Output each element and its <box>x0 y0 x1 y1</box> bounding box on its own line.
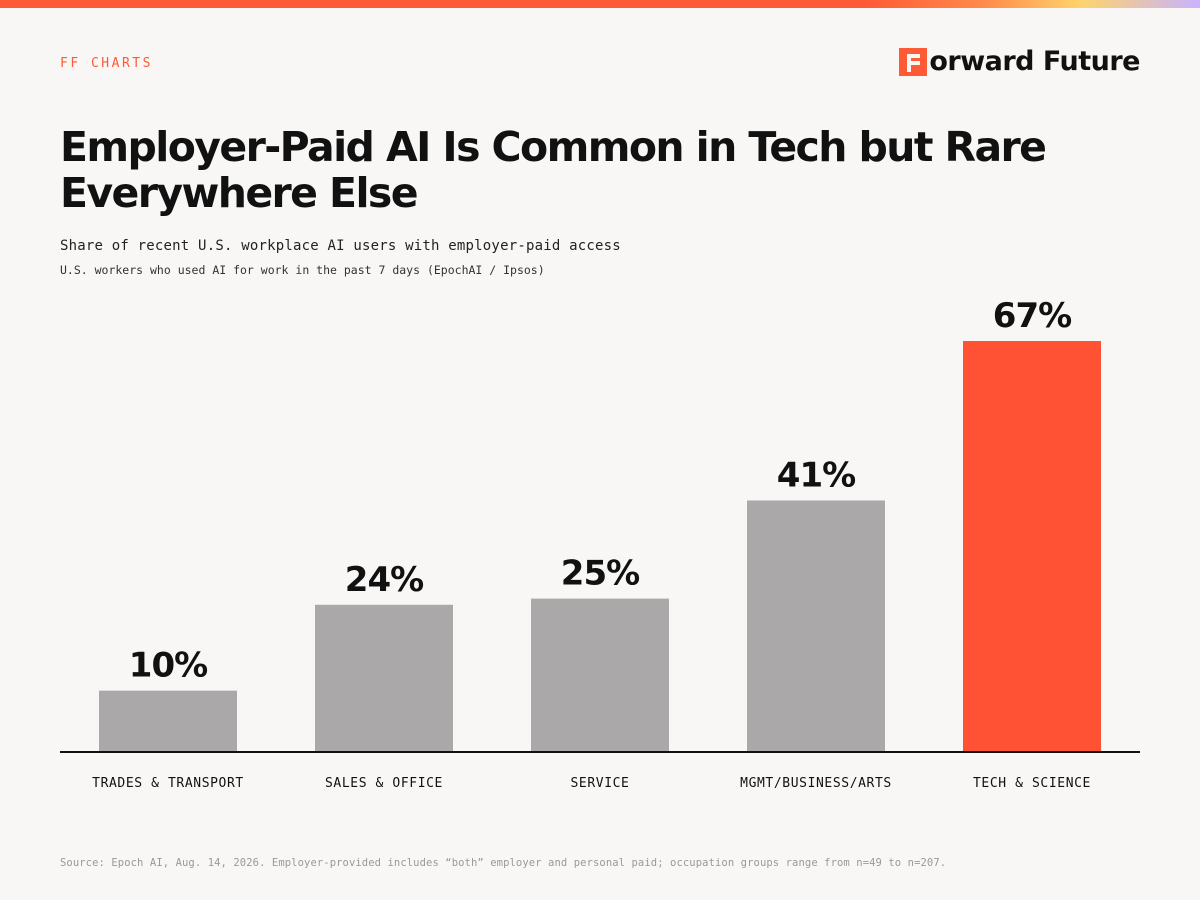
category-label-1: SALES & OFFICE <box>325 776 443 791</box>
bar-0 <box>99 690 237 752</box>
bar-4 <box>963 341 1101 752</box>
value-label-0: 10% <box>129 646 207 686</box>
bar-3 <box>747 500 885 752</box>
value-label-3: 41% <box>777 455 855 495</box>
category-label-2: SERVICE <box>571 776 630 791</box>
category-label-4: TECH & SCIENCE <box>973 776 1091 791</box>
bar-1 <box>315 604 453 752</box>
top-accent-bar <box>0 0 1200 8</box>
category-label-0: TRADES & TRANSPORT <box>92 776 244 791</box>
value-label-1: 24% <box>345 560 423 600</box>
category-label-3: MGMT/BUSINESS/ARTS <box>740 776 892 791</box>
logo-text: orward Future <box>929 46 1140 77</box>
forward-future-logo-icon <box>899 48 928 76</box>
value-label-4: 67% <box>993 296 1071 336</box>
chart-note: U.S. workers who used AI for work in the… <box>60 263 545 277</box>
forward-future-logo: orward Future <box>899 46 1140 78</box>
brand-kicker: FF CHARTS <box>60 56 153 71</box>
chart-title: Employer-Paid AI Is Common in Tech but R… <box>60 123 1047 217</box>
bar-2 <box>531 598 669 752</box>
value-label-2: 25% <box>561 554 639 594</box>
chart-subtitle: Share of recent U.S. workplace AI users … <box>60 238 621 254</box>
source-note: Source: Epoch AI, Aug. 14, 2026. Employe… <box>60 857 947 869</box>
